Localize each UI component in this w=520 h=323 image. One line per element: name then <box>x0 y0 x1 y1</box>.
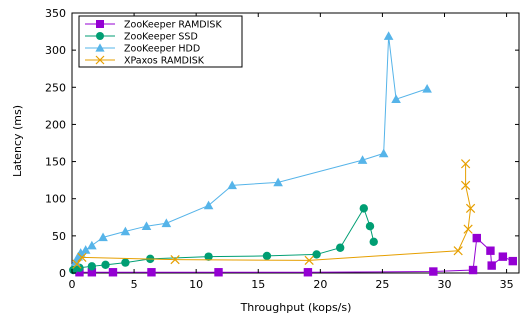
data-point <box>486 246 495 255</box>
data-point <box>383 31 394 40</box>
y-tick-label: 250 <box>45 81 66 94</box>
data-point <box>303 268 313 277</box>
data-point <box>487 261 496 270</box>
data-point <box>170 255 180 265</box>
plot-frame <box>71 12 520 274</box>
data-point <box>227 180 237 190</box>
y-tick-label: 0 <box>59 267 66 280</box>
x-tick-label: 30 <box>438 278 452 291</box>
data-point <box>465 203 476 213</box>
series-line <box>75 35 428 263</box>
x-tick-label: 10 <box>189 278 203 291</box>
x-axis-label: Throughput (kops/s) <box>240 301 352 314</box>
data-point <box>508 256 517 266</box>
data-point <box>87 240 97 250</box>
legend-label: ZooKeeper SSD <box>124 32 198 43</box>
legend-label: ZooKeeper RAMDISK <box>124 20 222 31</box>
data-point <box>75 248 86 257</box>
x-tick-label: 20 <box>313 278 327 291</box>
data-point <box>472 233 481 243</box>
series-layer <box>69 31 517 277</box>
data-point <box>498 252 508 261</box>
data-point <box>463 224 473 234</box>
data-point <box>161 218 172 228</box>
legend-entry: ZooKeeper SSD <box>85 32 198 43</box>
data-point <box>468 265 478 275</box>
series-1 <box>69 204 378 275</box>
data-point <box>98 232 108 242</box>
data-point <box>422 83 432 93</box>
data-point <box>460 159 471 169</box>
data-point <box>80 245 91 254</box>
series-3 <box>72 159 476 269</box>
data-point <box>273 177 283 187</box>
x-tick-label: 0 <box>69 278 76 291</box>
data-point <box>72 259 82 269</box>
plot-border <box>71 12 520 274</box>
data-point <box>75 268 84 277</box>
x-tick-label: 25 <box>375 278 389 291</box>
y-tick-label: 100 <box>45 193 66 206</box>
series-0 <box>75 233 517 277</box>
data-point <box>369 237 378 246</box>
data-point <box>75 263 84 272</box>
legend-label: XPaxos RAMDISK <box>124 56 205 67</box>
legend-marker <box>96 20 104 28</box>
data-point <box>87 262 97 271</box>
data-point <box>101 260 110 270</box>
data-point <box>147 268 156 277</box>
data-point <box>214 268 223 277</box>
x-tick-label: 15 <box>251 278 265 291</box>
data-point <box>460 180 471 190</box>
series-line <box>73 207 375 271</box>
data-point <box>312 250 321 259</box>
legend-entry: XPaxos RAMDISK <box>85 56 205 67</box>
data-point <box>359 204 368 213</box>
data-point <box>141 221 152 231</box>
legend-marker <box>96 32 104 40</box>
y-tick-label: 300 <box>45 44 66 57</box>
y-tick-label: 50 <box>52 230 66 243</box>
y-tick-label: 200 <box>45 118 66 131</box>
legend-marker <box>95 55 105 65</box>
data-point <box>429 267 438 276</box>
series-2 <box>70 31 432 266</box>
data-point <box>391 94 401 104</box>
data-point <box>378 148 389 158</box>
legend-label: ZooKeeper HDD <box>124 44 200 55</box>
data-point <box>203 200 214 210</box>
data-point <box>204 252 213 261</box>
data-point <box>120 226 131 236</box>
data-point <box>87 268 97 277</box>
data-point <box>336 243 345 252</box>
data-point <box>262 251 272 261</box>
data-point <box>365 222 375 231</box>
legend-entry: ZooKeeper RAMDISK <box>85 20 222 31</box>
x-tick-label: 5 <box>131 278 138 291</box>
y-tick-label: 350 <box>45 7 66 20</box>
y-axis-label: Latency (ms) <box>11 105 24 177</box>
legend-entry: ZooKeeper HDD <box>85 43 200 55</box>
data-point <box>77 252 87 263</box>
series-line <box>76 163 472 265</box>
data-point <box>108 268 118 277</box>
legend-marker <box>95 43 105 52</box>
data-point <box>453 246 463 256</box>
data-point <box>121 258 130 267</box>
y-tick-label: 150 <box>45 156 66 169</box>
data-point <box>357 155 368 164</box>
x-tick-label: 35 <box>500 278 514 291</box>
data-point <box>304 255 314 265</box>
